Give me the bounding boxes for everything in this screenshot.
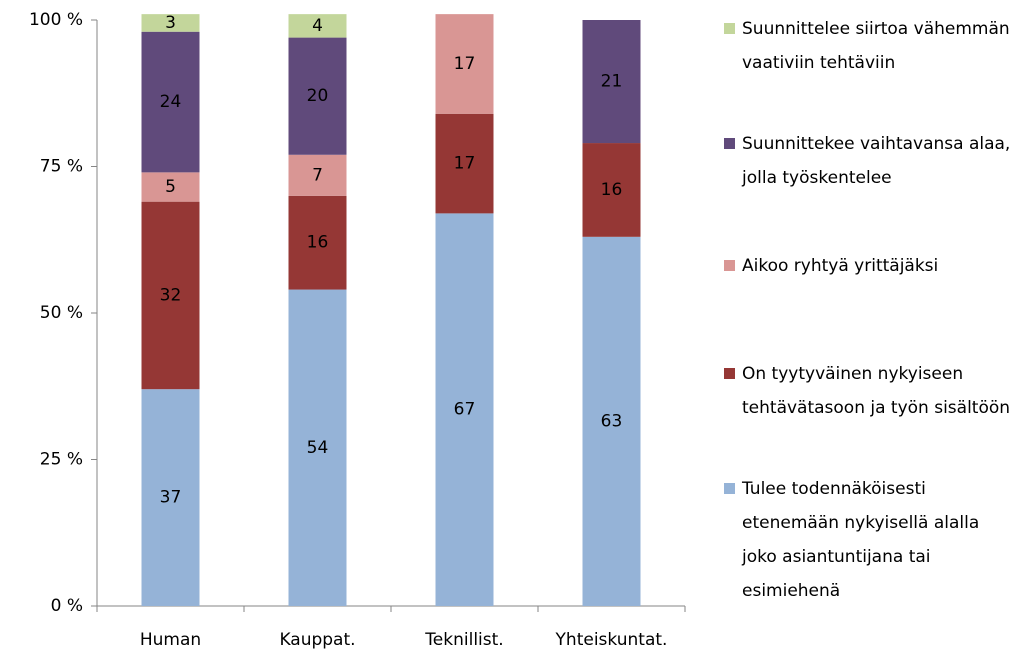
bar-segment — [141, 389, 200, 606]
bar-segment — [435, 113, 494, 214]
legend-label: Aikoo ryhtyä yrittäjäksi — [742, 256, 939, 276]
data-label: 17 — [454, 54, 476, 74]
data-label: 20 — [307, 86, 329, 106]
bar-segment — [435, 213, 494, 606]
bar-segment — [141, 172, 200, 202]
legend-swatch — [724, 260, 735, 271]
legend-label: Suunnittelee siirtoa vähemmän vaativiin … — [742, 19, 1010, 73]
bar-segment — [582, 20, 641, 144]
x-tick-label: Teknillist. — [424, 630, 503, 650]
data-label: 63 — [601, 411, 623, 431]
bar-segment — [288, 289, 347, 606]
legend-label: On tyytyväinen nykyiseen tehtävätasoon j… — [742, 364, 1011, 418]
data-label: 7 — [312, 165, 323, 185]
data-label: 37 — [160, 488, 182, 508]
data-label: 3 — [165, 13, 176, 33]
x-tick-label: Human — [140, 630, 201, 650]
bar-segment — [582, 236, 641, 606]
legend-label: Suunnittekee vaihtavansa alaa, jolla työ… — [742, 134, 1011, 188]
data-label: 32 — [160, 285, 182, 305]
bar-segment — [288, 37, 347, 155]
data-label: 5 — [165, 177, 176, 197]
bar-segment — [288, 14, 347, 38]
y-tick-label: 50 % — [40, 303, 83, 323]
bar-segment — [288, 195, 347, 290]
y-tick-label: 0 % — [51, 596, 83, 616]
y-tick-label: 75 % — [40, 157, 83, 177]
y-tick-label: 25 % — [40, 450, 83, 470]
data-label: 16 — [601, 180, 623, 200]
data-label: 17 — [454, 154, 476, 174]
x-tick-label: Kauppat. — [279, 630, 355, 650]
bar-segment — [435, 14, 494, 114]
data-label: 24 — [160, 92, 182, 112]
data-label: 4 — [312, 16, 323, 36]
bar-segment — [141, 31, 200, 173]
x-tick-label: Yhteiskuntat. — [555, 630, 668, 650]
data-label: 21 — [601, 72, 623, 92]
bar-segment — [141, 201, 200, 390]
data-label: 54 — [307, 438, 329, 458]
legend-label: Tulee todennäköisesti etenemään nykyisel… — [742, 479, 980, 601]
data-label: 16 — [307, 233, 329, 253]
bar-segment — [582, 143, 641, 237]
y-tick-label: 100 % — [29, 10, 83, 30]
data-label: 67 — [454, 400, 476, 420]
legend-swatch — [724, 483, 735, 494]
legend-swatch — [724, 368, 735, 379]
legend-swatch — [724, 23, 735, 34]
bar-segment — [141, 14, 200, 32]
bar-segment — [288, 154, 347, 196]
legend-swatch — [724, 138, 735, 149]
